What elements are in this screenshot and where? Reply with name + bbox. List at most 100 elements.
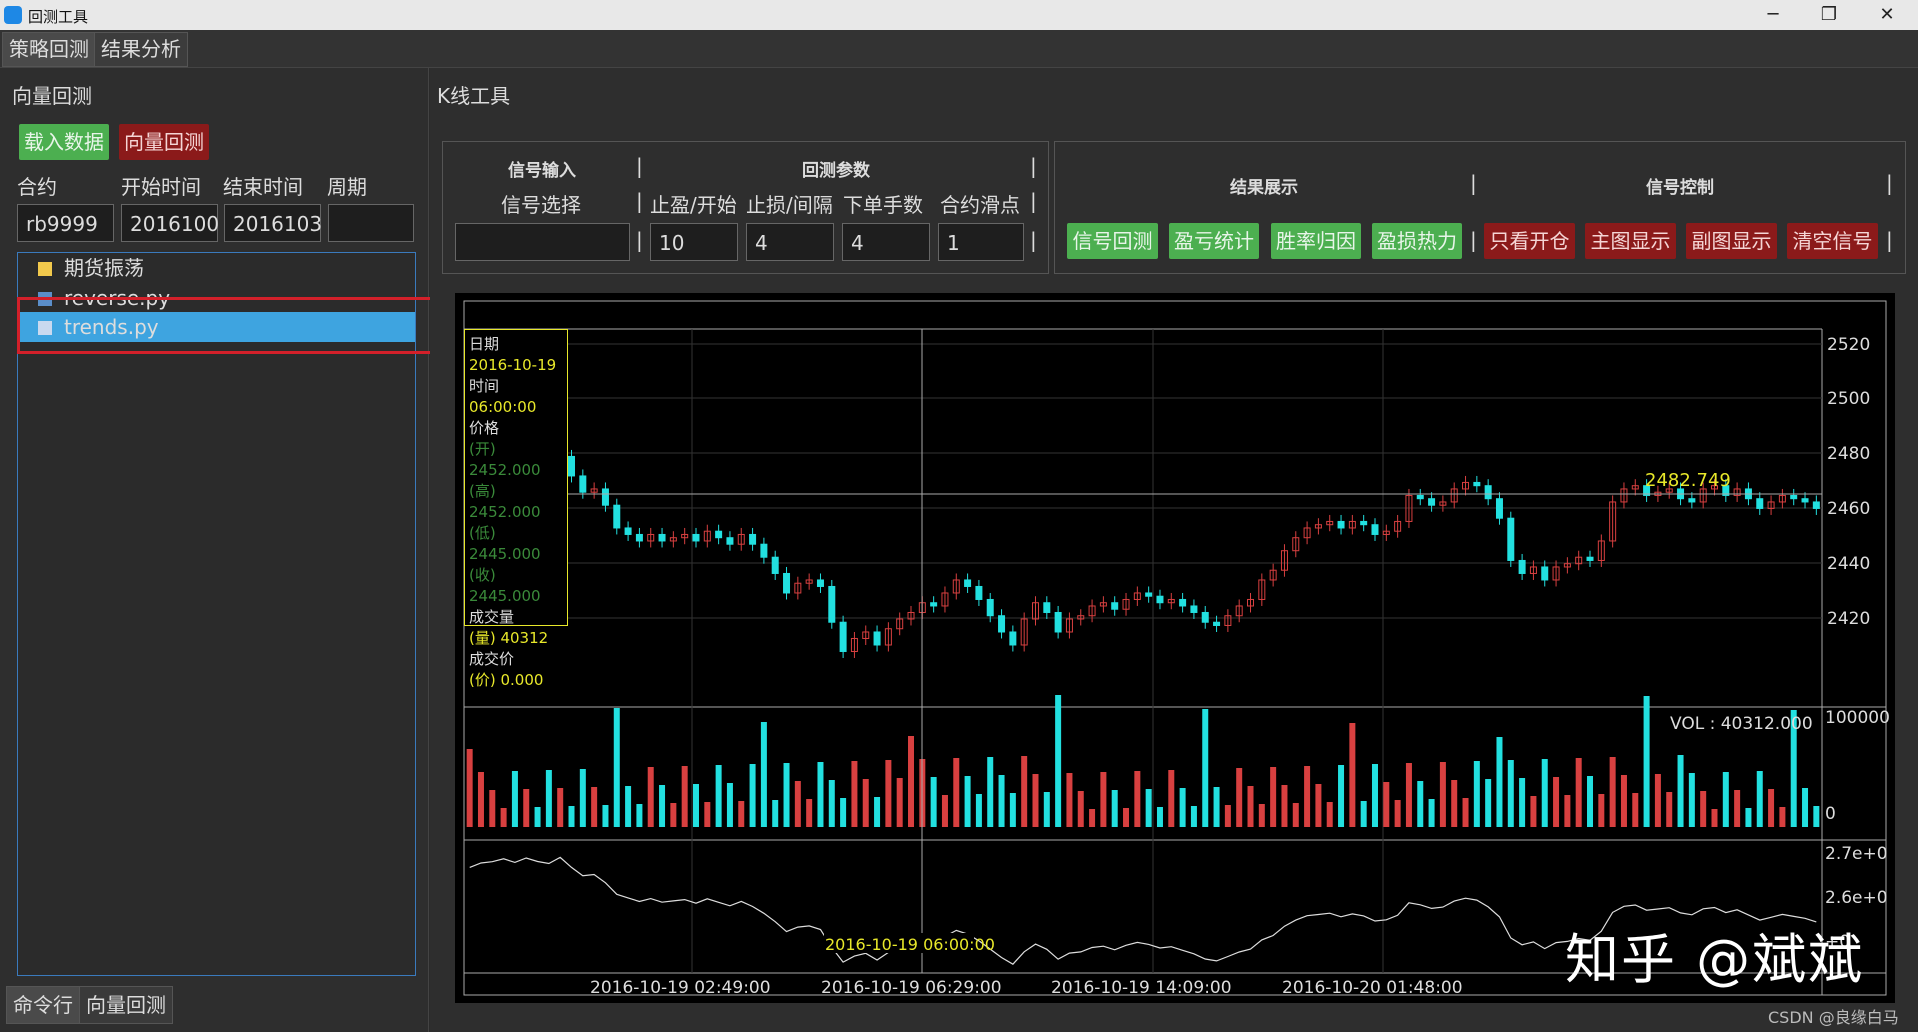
label-start-time: 开始时间 (121, 175, 201, 199)
load-data-button[interactable]: 载入数据 (19, 124, 109, 160)
volume-bar (1654, 774, 1661, 827)
take-profit-input[interactable]: 10 (650, 223, 738, 261)
volume-bar (862, 779, 869, 827)
candle-body (613, 504, 621, 529)
volume-bar (489, 790, 496, 827)
volume-bar (1156, 807, 1163, 827)
stop-loss-input[interactable]: 4 (746, 223, 834, 261)
kline-chart[interactable]: 2520 2500 2480 2460 2440 2420 2016-10-19 02:49… (455, 293, 1895, 1003)
separator: | (1470, 171, 1477, 195)
end-time-input[interactable]: 2016103 (224, 204, 322, 242)
signal-backtest-button[interactable]: 信号回测 (1067, 223, 1158, 259)
open-only-button[interactable]: 只看开仓 (1484, 223, 1575, 259)
vector-backtest-title: 向量回测 (12, 84, 92, 108)
volume-bar (726, 783, 733, 827)
period-input[interactable] (328, 204, 414, 242)
volume-bar (1338, 765, 1345, 827)
candle-body (568, 455, 576, 477)
volume-tick: 100000 (1825, 708, 1890, 728)
slippage-input[interactable]: 1 (938, 223, 1024, 261)
main-chart-show-button[interactable]: 主图显示 (1585, 223, 1676, 259)
volume-bar (704, 802, 711, 827)
candle-body (1247, 598, 1255, 607)
chart-frame (463, 300, 1887, 996)
tab-command-line[interactable]: 命令行 (6, 986, 80, 1024)
candle-body (1009, 631, 1017, 646)
label-stop-loss: 止损/间隔 (746, 193, 833, 217)
candle-body (1428, 498, 1436, 506)
volume-bar (1688, 773, 1695, 827)
volume-bar (1236, 768, 1243, 827)
vector-backtest-button[interactable]: 向量回测 (119, 124, 209, 160)
volume-bar (523, 789, 530, 827)
candle-body (1665, 488, 1673, 493)
clear-signal-button[interactable]: 清空信号 (1787, 223, 1878, 259)
volume-bar (1745, 808, 1752, 827)
volume-bar (851, 761, 858, 827)
file-tree: 期货振荡 reverse.py trends.py (17, 252, 416, 976)
tab-result-analysis[interactable]: 结果分析 (94, 32, 188, 67)
candle-body (828, 585, 836, 623)
close-button[interactable]: ✕ (1879, 4, 1895, 25)
volume-bar (534, 807, 541, 827)
tab-vector-backtest[interactable]: 向量回测 (79, 986, 173, 1024)
price-tick: 2460 (1827, 499, 1870, 519)
time-tick: 2016-10-19 14:09:00 (1051, 978, 1232, 998)
candle-body (896, 618, 904, 630)
grid (464, 329, 1822, 973)
folder-icon (38, 262, 52, 276)
candle-body (590, 488, 598, 493)
candle-body (1213, 621, 1221, 626)
volume-bar (908, 736, 915, 827)
order-lots-input[interactable]: 4 (842, 223, 930, 261)
volume-bar (749, 764, 756, 827)
candle-body (862, 631, 870, 639)
candle-body (839, 621, 847, 652)
tree-file-trends[interactable]: trends.py (18, 312, 415, 342)
volume-bar (975, 794, 982, 827)
volume-bar (1451, 780, 1458, 827)
candle-body (1167, 598, 1175, 604)
volume-bar (1145, 789, 1152, 827)
tab-strategy-backtest[interactable]: 策略回测 (2, 32, 96, 67)
window-title: 回测工具 (28, 8, 89, 26)
volume-bar (1123, 808, 1130, 827)
candle-body (1280, 550, 1288, 571)
minimize-button[interactable]: ─ (1767, 4, 1779, 25)
candle-body (1303, 527, 1311, 539)
signal-input-header: 信号输入 (508, 161, 576, 181)
vol-label: VOL : 40312.000 (1670, 714, 1813, 734)
volume-bar (1066, 773, 1073, 827)
candle-body (1179, 598, 1187, 607)
volume-bar (1134, 771, 1141, 827)
volume-bar (692, 784, 699, 827)
candle-body (1133, 592, 1141, 600)
volume-bar (500, 808, 507, 827)
separator: | (1030, 154, 1037, 178)
signal-select-input[interactable] (455, 223, 630, 261)
volume-bar (1700, 791, 1707, 827)
candle-body (930, 602, 938, 607)
maximize-button[interactable]: ❐ (1820, 4, 1838, 25)
volume-bar (1055, 695, 1062, 827)
candle-body (850, 637, 858, 652)
volume-bar (1462, 798, 1469, 827)
volume-bar (613, 708, 620, 827)
pnl-heatmap-button[interactable]: 盈损热力 (1372, 223, 1462, 259)
winrate-attribution-button[interactable]: 胜率归因 (1271, 223, 1361, 259)
label-take-profit: 止盈/开始 (650, 193, 737, 217)
tree-folder[interactable]: 期货振荡 (38, 253, 144, 283)
candle-body (1314, 524, 1322, 529)
volume-bar (466, 749, 473, 827)
candle-body (1518, 559, 1526, 574)
pnl-stats-button[interactable]: 盈亏统计 (1169, 223, 1259, 259)
sub-chart-show-button[interactable]: 副图显示 (1686, 223, 1777, 259)
backtest-params-header: 回测参数 (802, 161, 870, 181)
contract-input[interactable]: rb9999 (17, 204, 114, 242)
volume-bar (1575, 758, 1582, 827)
candle-body (1778, 494, 1786, 503)
candle-body (1190, 605, 1198, 613)
volume-bar (1564, 795, 1571, 827)
start-time-input[interactable]: 2016100 (121, 204, 219, 242)
candle-body (794, 582, 802, 594)
